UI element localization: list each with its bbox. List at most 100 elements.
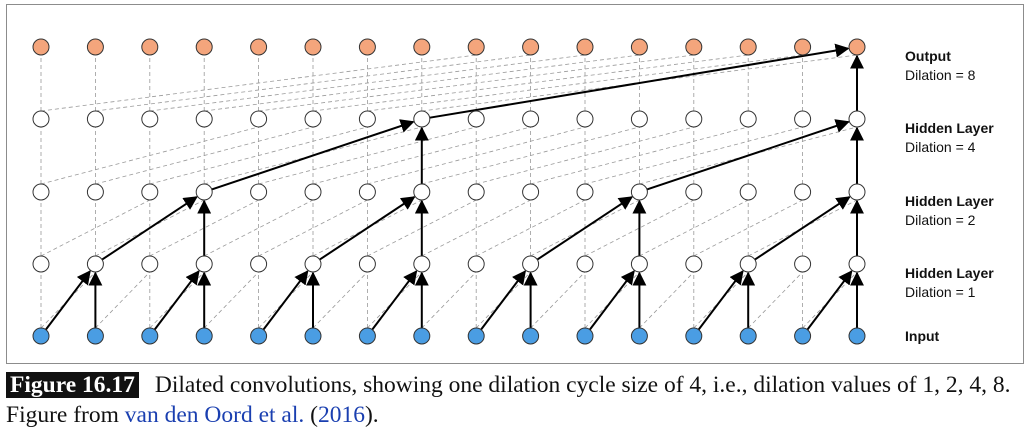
node-hidden1: [413, 255, 431, 273]
node-hidden4: [86, 110, 104, 128]
node-input: [304, 327, 322, 345]
arrow-edge: [262, 270, 309, 331]
node-output: [86, 38, 104, 56]
dashed-edge: [149, 54, 586, 112]
arrow-edge: [101, 196, 198, 261]
layer-title-hidden1: Hidden Layer: [905, 265, 994, 281]
label-hidden2: Hidden Layer Dilation = 2: [905, 192, 994, 230]
dashed-edge: [584, 126, 803, 185]
arrow-edge: [589, 270, 635, 331]
layer-dilation-output: Dilation = 8: [905, 67, 976, 83]
node-input: [250, 327, 268, 345]
citation-authors[interactable]: van den Oord et al.: [124, 402, 305, 428]
dashed-edge: [421, 126, 640, 185]
node-hidden1: [304, 255, 322, 273]
node-hidden1: [141, 255, 159, 273]
dashed-edge: [258, 199, 368, 257]
arrow-edge: [319, 196, 416, 261]
layer-title-hidden4: Hidden Layer: [905, 120, 994, 136]
dashed-edge: [693, 199, 803, 257]
citation-year[interactable]: 2016: [317, 402, 365, 428]
node-input: [522, 327, 540, 345]
node-hidden1: [630, 255, 648, 273]
node-input: [630, 327, 648, 345]
dashed-edge: [203, 271, 259, 329]
dashed-edge: [149, 199, 259, 257]
dashed-edge: [747, 271, 803, 329]
arrow-edge: [45, 270, 91, 331]
node-output: [522, 38, 540, 56]
node-output: [358, 38, 376, 56]
dashed-edge: [312, 271, 368, 329]
node-input: [685, 327, 703, 345]
node-input: [739, 327, 757, 345]
dilated-convolution-diagram: [32, 38, 866, 345]
node-hidden2: [522, 183, 540, 201]
citation-open: (: [304, 402, 318, 428]
dashed-connections: [40, 54, 858, 329]
node-hidden4: [685, 110, 703, 128]
node-hidden1: [685, 255, 703, 273]
dashed-edge: [258, 54, 694, 112]
node-input: [141, 327, 159, 345]
dashed-edge: [95, 54, 531, 112]
arrow-edge: [806, 270, 853, 331]
dashed-edge: [204, 199, 314, 257]
node-hidden2: [685, 183, 703, 201]
node-hidden4: [467, 110, 485, 128]
node-output: [739, 38, 757, 56]
dashed-edge: [95, 126, 314, 185]
node-hidden4: [576, 110, 594, 128]
dashed-edge: [530, 271, 586, 329]
node-input: [358, 327, 376, 345]
label-hidden1: Hidden Layer Dilation = 1: [905, 264, 994, 302]
label-input: Input: [905, 327, 939, 346]
node-hidden4: [358, 110, 376, 128]
dashed-edge: [40, 199, 150, 257]
layer-dilation-hidden2: Dilation = 2: [905, 212, 976, 228]
node-input: [32, 327, 50, 345]
node-output: [195, 38, 213, 56]
node-hidden4: [250, 110, 268, 128]
arrow-edge: [754, 196, 851, 261]
node-output: [576, 38, 594, 56]
node-hidden2: [848, 183, 866, 201]
node-input: [848, 327, 866, 345]
arrow-edge: [646, 119, 850, 191]
node-input: [467, 327, 485, 345]
layer-title-hidden2: Hidden Layer: [905, 193, 994, 209]
arrow-edge: [211, 119, 415, 191]
figure-caption: Figure 16.17 Dilated convolutions, showin…: [6, 370, 1028, 430]
node-hidden1: [576, 255, 594, 273]
layer-title-output: Output: [905, 48, 951, 64]
dashed-edge: [584, 199, 694, 257]
node-input: [86, 327, 104, 345]
dashed-edge: [639, 199, 749, 257]
node-hidden2: [739, 183, 757, 201]
node-hidden2: [794, 183, 812, 201]
dashed-edge: [312, 54, 749, 112]
node-output: [685, 38, 703, 56]
arrow-edge: [536, 196, 634, 261]
node-hidden2: [413, 183, 431, 201]
node-hidden4: [848, 110, 866, 128]
node-hidden2: [358, 183, 376, 201]
node-hidden1: [358, 255, 376, 273]
node-hidden1: [848, 255, 866, 273]
node-hidden1: [522, 255, 540, 273]
dashed-edge: [367, 199, 477, 257]
arrow-edge: [153, 270, 200, 331]
node-output: [250, 38, 268, 56]
node-hidden4: [195, 110, 213, 128]
dashed-edge: [95, 271, 151, 329]
dashed-edge: [40, 54, 477, 112]
dashed-edge: [367, 126, 586, 185]
node-input: [576, 327, 594, 345]
arrow-edge: [697, 270, 744, 331]
dashed-edge: [421, 199, 531, 257]
arrow-edge: [480, 270, 527, 331]
layer-dilation-hidden4: Dilation = 4: [905, 139, 976, 155]
node-hidden4: [141, 110, 159, 128]
node-output: [848, 38, 866, 56]
node-hidden2: [141, 183, 159, 201]
